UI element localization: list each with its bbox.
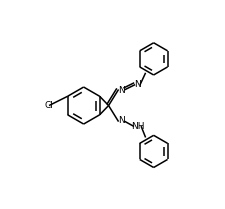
Text: NH: NH <box>130 122 144 131</box>
Text: Cl: Cl <box>44 101 53 110</box>
Text: N: N <box>117 86 124 95</box>
Text: N: N <box>117 116 124 125</box>
Text: N: N <box>134 80 140 89</box>
